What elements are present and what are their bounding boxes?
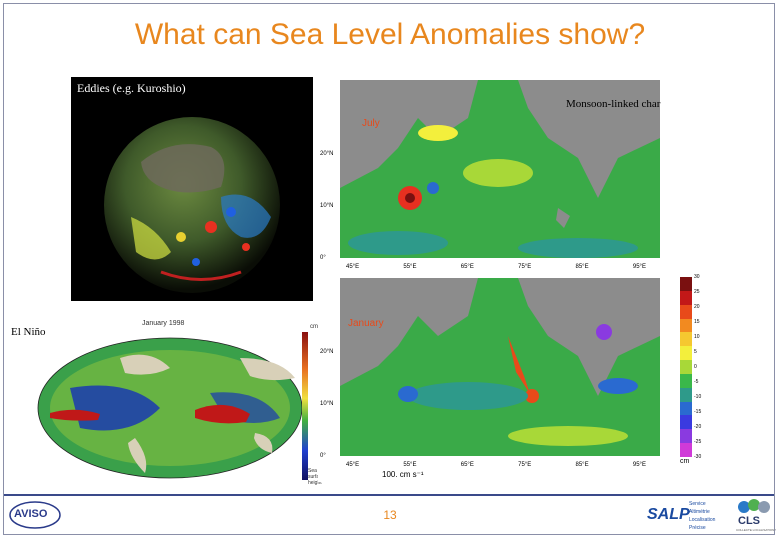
colorbar-label: -25	[694, 439, 702, 445]
colorbar-swatch	[680, 373, 692, 388]
salp-lines: Service Altimétrie Localisation Précise	[689, 500, 715, 532]
aviso-logo-mark	[9, 501, 61, 529]
colorbar-swatches	[680, 277, 692, 457]
globe-label: Eddies (e.g. Kuroshio)	[77, 81, 186, 95]
el-nino-label: El Niño	[11, 326, 46, 338]
colorbar-label: -5	[694, 379, 699, 385]
lon-label: 85°E	[575, 264, 589, 270]
july-lat-labels: 20°N 10°N 0°	[320, 128, 333, 274]
colorbar-unit: cm	[680, 458, 690, 465]
salp-line: Précise	[689, 525, 706, 531]
colorbar-swatch	[680, 332, 692, 347]
slide-frame	[3, 3, 775, 535]
colorbar-label: 25	[694, 289, 700, 295]
january-lat-labels: 20°N 10°N 0°	[320, 326, 333, 482]
lon-label: 65°E	[460, 264, 474, 270]
salp-line: Localisation	[689, 517, 716, 523]
colorbar-label: 30	[694, 274, 700, 280]
colorbar-swatch	[680, 387, 692, 402]
lon-label: 55°E	[403, 264, 417, 270]
colorbar-label: -15	[694, 409, 702, 415]
world-map-scale-caption: Sea surface height	[308, 468, 325, 486]
page-number: 13	[383, 508, 397, 522]
indian-ocean-july-map	[340, 80, 660, 258]
indian-ocean-july-panel: July Monsoon-linked char 20°N 10°N 0° 45…	[318, 78, 672, 274]
lat-label: 0°	[320, 453, 326, 459]
globe-image	[104, 117, 280, 293]
indian-ocean-january-panel: January 20°N 10°N 0° 45°E 55°E 65°E 75°E…	[318, 276, 672, 482]
world-map-image	[37, 332, 308, 480]
vector-key: 100. cm s⁻¹	[382, 470, 424, 479]
lon-label: 75°E	[518, 462, 532, 468]
lon-label: 95°E	[632, 264, 646, 270]
colorbar-swatch	[680, 318, 692, 333]
colorbar-label: 15	[694, 319, 700, 325]
lon-label: 65°E	[460, 462, 474, 468]
monsoon-label: Monsoon-linked char	[566, 98, 661, 110]
colorbar-swatch	[680, 360, 692, 374]
cls-logo-subtext: COLLECTE LOCALISATION SATELLITES	[736, 528, 776, 532]
colorbar-label: -30	[694, 454, 702, 460]
january-label: January	[348, 318, 384, 329]
aviso-logo-text: AVISO	[14, 508, 48, 520]
lat-label: 20°N	[320, 349, 334, 355]
colorbar-label: 5	[694, 349, 697, 355]
salp-logo-text: SALP	[647, 506, 690, 523]
world-map-title: January 1998	[142, 320, 185, 327]
globe-panel: Eddies (e.g. Kuroshio)	[71, 77, 313, 301]
world-map-panel: January 1998 El Niño cm Sea surface heig…	[10, 318, 332, 490]
lat-label: 10°N	[320, 401, 334, 407]
colorbar-swatch	[680, 443, 692, 457]
salp-line: Service	[689, 501, 706, 507]
july-lon-labels: 45°E 55°E 65°E 75°E 85°E 95°E	[346, 264, 646, 270]
colorbar-swatch	[680, 415, 692, 430]
lat-label: 0°	[320, 255, 326, 261]
colorbar-label: 20	[694, 304, 700, 310]
colorbar-swatch	[680, 290, 692, 305]
colorbar-swatch	[680, 429, 692, 444]
cls-logo-text: CLS	[738, 515, 760, 527]
colorbar-label: -10	[694, 394, 702, 400]
footer-divider	[4, 494, 774, 496]
indian-ocean-january-map	[340, 278, 660, 456]
lat-label: 20°N	[320, 151, 334, 157]
world-map-scale-unit: cm	[310, 324, 318, 330]
january-lon-labels: 45°E 55°E 65°E 75°E 85°E 95°E	[346, 462, 646, 468]
colorbar-label: -20	[694, 424, 702, 430]
slide-title: What can Sea Level Anomalies show?	[134, 18, 646, 51]
colorbar-labels: 30 25 20 15 10 5 0 -5 -10 -15 -20 -25 -30	[694, 274, 708, 460]
salp-line: Altimétrie	[689, 509, 710, 515]
cls-logo-mark	[738, 499, 770, 513]
colorbar-label: 10	[694, 334, 700, 340]
colorbar-swatch	[680, 304, 692, 319]
colorbar: 30 25 20 15 10 5 0 -5 -10 -15 -20 -25 -30 cm	[680, 274, 708, 467]
colorbar-swatch	[680, 401, 692, 416]
colorbar-swatch	[680, 277, 692, 291]
lon-label: 55°E	[403, 462, 417, 468]
lon-label: 45°E	[346, 462, 360, 468]
july-label: July	[362, 118, 380, 129]
lon-label: 45°E	[346, 264, 360, 270]
lon-label: 75°E	[518, 264, 532, 270]
salp-logo: SALP Service Altimétrie Localisation Pré…	[645, 500, 721, 532]
aviso-logo: AVISO	[8, 500, 62, 530]
lon-label: 95°E	[632, 462, 646, 468]
colorbar-label: 0	[694, 364, 697, 370]
colorbar-swatch	[680, 346, 692, 361]
lat-label: 10°N	[320, 203, 334, 209]
cls-logo: CLS COLLECTE LOCALISATION SATELLITES	[734, 497, 776, 535]
lon-label: 85°E	[575, 462, 589, 468]
